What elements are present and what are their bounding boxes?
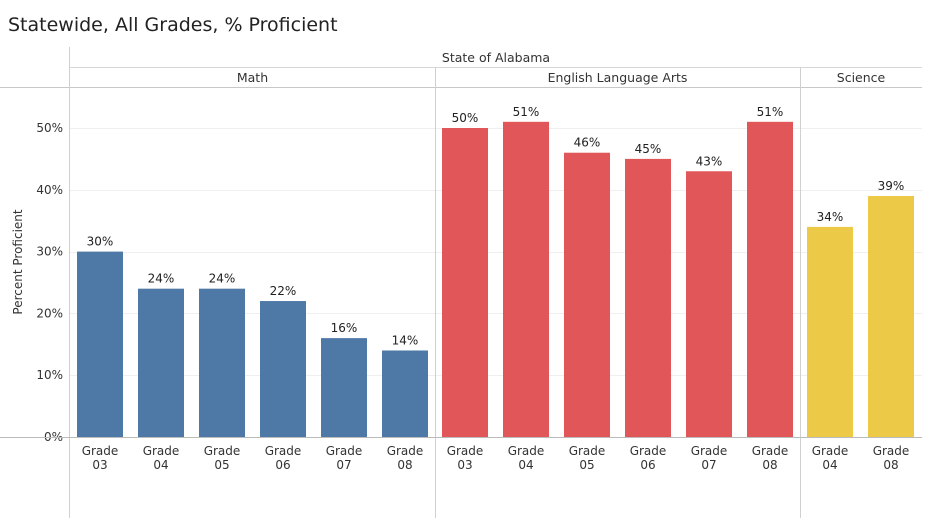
x-tick-label: Grade (447, 444, 484, 458)
x-tick-label: 03 (92, 458, 107, 472)
data-label: 45% (635, 142, 662, 156)
x-tick-label: 05 (214, 458, 229, 472)
x-tick-label: Grade (691, 444, 728, 458)
bar (77, 251, 123, 437)
panel-header: Math (237, 70, 268, 85)
x-tick-label: Grade (387, 444, 424, 458)
bar (503, 121, 549, 437)
data-label: 14% (392, 333, 419, 347)
bar (868, 195, 914, 437)
x-tick-label: 08 (397, 458, 412, 472)
x-tick-label: Grade (508, 444, 545, 458)
x-tick-label: Grade (143, 444, 180, 458)
x-tick-label: Grade (630, 444, 667, 458)
data-label: 16% (331, 321, 358, 335)
x-tick-label: 06 (640, 458, 655, 472)
y-tick-label: 30% (36, 245, 63, 259)
x-tick-label: Grade (326, 444, 363, 458)
panel-header: English Language Arts (548, 70, 688, 85)
y-axis-label: Percent Proficient (11, 209, 25, 314)
bar (260, 301, 306, 437)
y-tick-label: 40% (36, 183, 63, 197)
data-label: 46% (574, 136, 601, 150)
bar (321, 338, 367, 437)
data-label: 22% (270, 284, 297, 298)
data-label: 51% (757, 105, 784, 119)
data-label: 30% (87, 235, 114, 249)
x-tick-label: Grade (204, 444, 241, 458)
x-tick-label: Grade (752, 444, 789, 458)
x-tick-label: 04 (153, 458, 168, 472)
bar (442, 128, 488, 437)
data-label: 50% (452, 111, 479, 125)
x-tick-label: Grade (265, 444, 302, 458)
y-tick-label: 50% (36, 121, 63, 135)
x-tick-label: 08 (762, 458, 777, 472)
y-tick-label: 10% (36, 368, 63, 382)
data-label: 43% (696, 154, 723, 168)
x-tick-label: 06 (275, 458, 290, 472)
bar (747, 121, 793, 437)
x-tick-label: 03 (457, 458, 472, 472)
x-tick-label: Grade (812, 444, 849, 458)
data-label: 34% (817, 210, 844, 224)
x-tick-label: 08 (883, 458, 898, 472)
data-label: 24% (209, 272, 236, 286)
bar (138, 288, 184, 437)
x-tick-label: 04 (518, 458, 533, 472)
x-tick-label: Grade (873, 444, 910, 458)
bar (686, 171, 732, 437)
bar (807, 226, 853, 437)
y-tick-label: 20% (36, 306, 63, 320)
x-tick-label: 04 (822, 458, 837, 472)
bar (199, 288, 245, 437)
data-label: 51% (513, 105, 540, 119)
bar (382, 350, 428, 437)
data-label: 24% (148, 272, 175, 286)
x-tick-label: Grade (82, 444, 119, 458)
x-tick-label: 07 (336, 458, 351, 472)
bar (625, 158, 671, 437)
panel-header: Science (837, 70, 886, 85)
top-header-label: State of Alabama (442, 50, 550, 65)
chart-title: Statewide, All Grades, % Proficient (8, 14, 338, 36)
x-tick-label: 07 (701, 458, 716, 472)
bar (564, 152, 610, 437)
x-tick-label: Grade (569, 444, 606, 458)
data-label: 39% (878, 179, 905, 193)
x-tick-label: 05 (579, 458, 594, 472)
